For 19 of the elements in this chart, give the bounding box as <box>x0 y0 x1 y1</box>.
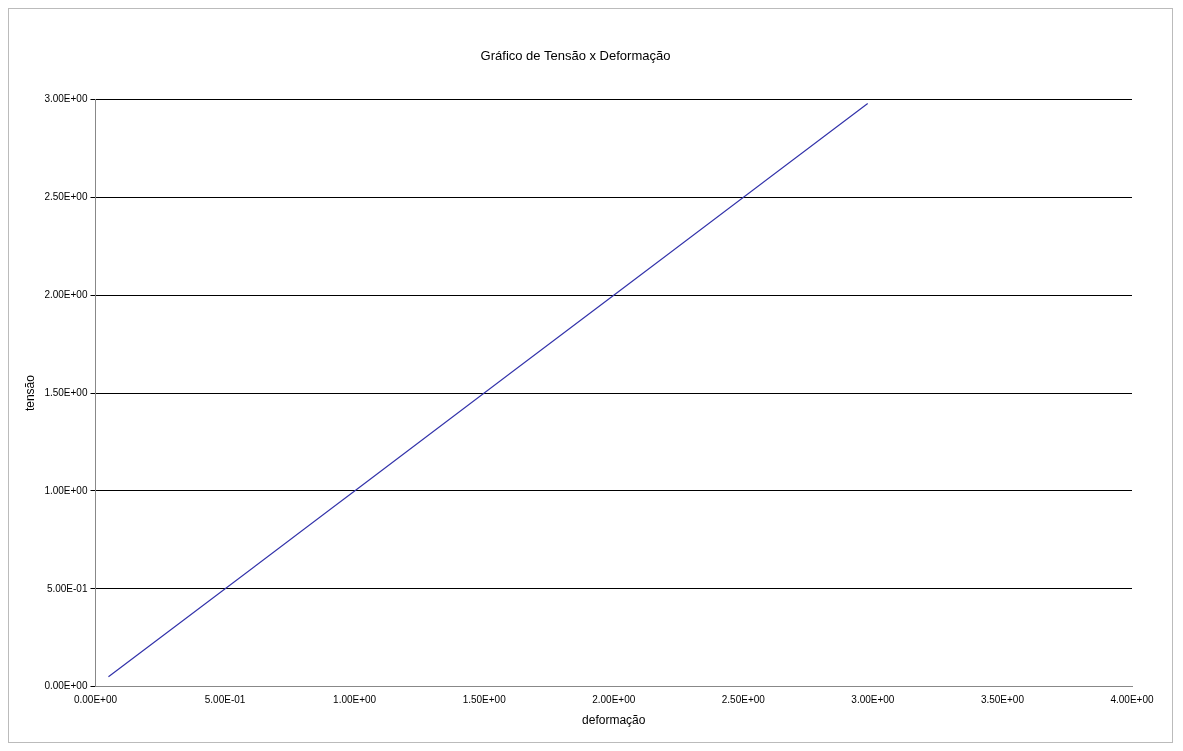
y-tick-label: 2.00E+00 <box>44 289 88 301</box>
chart-title: Gráfico de Tensão x Deformação <box>480 48 671 64</box>
y-tick-label: 5.00E-01 <box>46 582 88 594</box>
x-tick-label: 4.00E+00 <box>1110 694 1154 706</box>
x-tick-label: 3.50E+00 <box>980 694 1025 706</box>
y-tick-label: 0.00E+00 <box>44 680 88 692</box>
x-tick-label: 1.00E+00 <box>333 694 377 706</box>
y-tick-label: 2.50E+00 <box>44 191 88 203</box>
x-tick-label: 3.00E+00 <box>851 694 895 706</box>
x-tick-label: 2.00E+00 <box>592 694 636 706</box>
x-tick-label: 0.00E+00 <box>73 694 118 706</box>
x-tick-label: 2.50E+00 <box>721 694 766 706</box>
x-tick-label: 1.50E+00 <box>462 694 507 706</box>
x-tick-label: 5.00E-01 <box>204 694 246 706</box>
y-tick-label: 1.00E+00 <box>44 484 88 496</box>
y-axis-title: tensão <box>22 374 37 412</box>
x-axis-title: deformação <box>582 713 646 728</box>
y-tick-label: 3.00E+00 <box>44 93 88 105</box>
y-tick-label: 1.50E+00 <box>44 386 88 398</box>
